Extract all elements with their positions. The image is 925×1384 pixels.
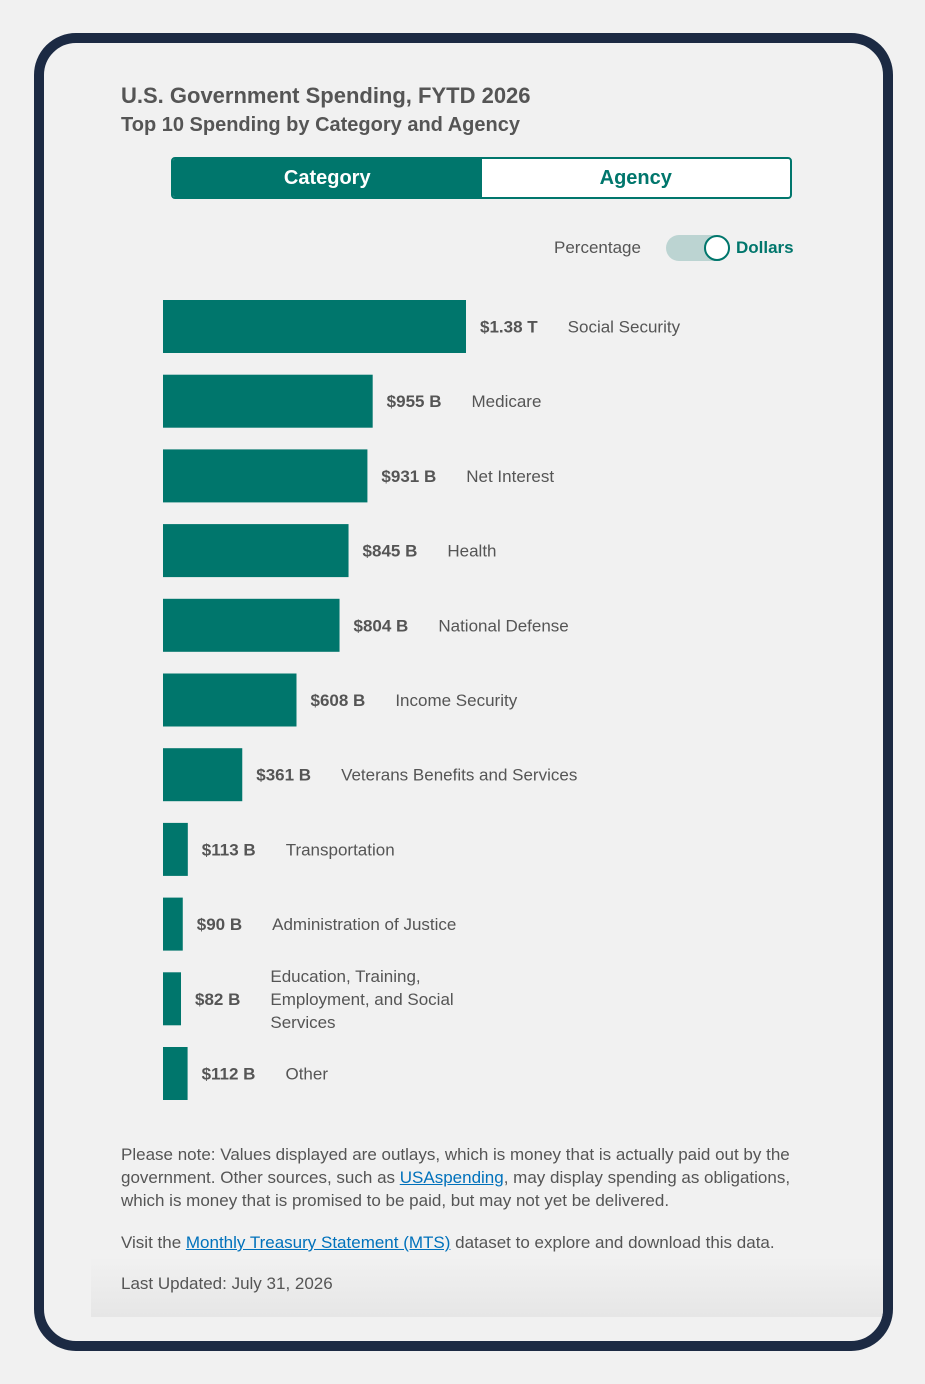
value-label-6: $361 B xyxy=(256,766,311,785)
value-label-4: $804 B xyxy=(354,616,409,635)
value-label-10: $112 B xyxy=(202,1065,256,1084)
category-label-1: Medicare xyxy=(472,392,542,411)
category-label-8: Administration of Justice xyxy=(272,915,456,934)
mts-note: Visit the Monthly Treasury Statement (MT… xyxy=(121,1231,821,1254)
value-label-9: $82 B xyxy=(195,990,240,1009)
value-label-5: $608 B xyxy=(310,691,365,710)
note1-text-end: , may display spending as obligations, w… xyxy=(121,1168,791,1210)
bar-5[interactable] xyxy=(163,673,297,727)
category-label-6: Veterans Benefits and Services xyxy=(341,766,577,785)
outlays-note: Please note: Values displayed are outlay… xyxy=(121,1143,821,1212)
toggle-label-dollars[interactable]: Dollars xyxy=(736,238,794,257)
category-label-2: Net Interest xyxy=(466,467,554,486)
category-label-4: National Defense xyxy=(438,616,568,635)
chart-subtitle: Top 10 Spending by Category and Agency xyxy=(121,114,520,136)
value-label-8: $90 B xyxy=(197,915,242,934)
chart-title: U.S. Government Spending, FYTD 2026 xyxy=(121,83,531,108)
bar-2[interactable] xyxy=(163,449,368,503)
value-label-2: $931 B xyxy=(381,467,436,486)
bar-0[interactable] xyxy=(163,300,466,353)
category-label-9: Education, Training, Employment, and Soci… xyxy=(270,967,453,1032)
bar-1[interactable] xyxy=(163,374,373,428)
unit-toggle-row: Percentage Dollars xyxy=(504,233,794,265)
value-label-7: $113 B xyxy=(202,840,256,859)
view-tabs: Category Agency xyxy=(171,157,792,199)
bar-9[interactable] xyxy=(163,972,182,1026)
usaspending-link[interactable]: USAspending xyxy=(399,1168,504,1187)
toggle-label-percentage[interactable]: Percentage xyxy=(554,238,641,257)
chart-card: U.S. Government Spending, FYTD 2026 Top … xyxy=(34,33,893,1351)
toggle-knob xyxy=(704,235,730,261)
tab-agency[interactable]: Agency xyxy=(599,166,672,189)
value-label-0: $1.38 T xyxy=(480,318,538,337)
value-label-1: $955 B xyxy=(387,392,442,411)
category-label-3: Health xyxy=(447,542,496,561)
last-updated: Last Updated: July 31, 2026 xyxy=(121,1274,333,1293)
category-label-10: Other xyxy=(285,1065,328,1084)
spending-bar-chart: $1.38 T Social Security $955 B Medicare $931… xyxy=(163,300,681,1100)
note1-text-start: Please note: Values displayed are outlay… xyxy=(121,1145,790,1187)
category-label-5: Income Security xyxy=(395,691,517,710)
bar-3[interactable] xyxy=(163,524,349,578)
bar-10[interactable] xyxy=(163,1047,188,1100)
bar-8[interactable] xyxy=(163,897,183,951)
bar-7[interactable] xyxy=(163,822,188,876)
bar-4[interactable] xyxy=(163,598,340,652)
value-label-3: $845 B xyxy=(363,542,418,561)
note2-text-end: dataset to explore and download this dat… xyxy=(450,1233,775,1252)
mts-dataset-link[interactable]: Monthly Treasury Statement (MTS) xyxy=(185,1233,451,1252)
footer-background xyxy=(91,1257,883,1317)
bar-6[interactable] xyxy=(163,748,243,802)
category-label-0: Social Security xyxy=(568,318,681,337)
unit-toggle-switch[interactable] xyxy=(666,235,730,261)
tab-category[interactable]: Category xyxy=(173,159,482,197)
note2-text-start: Visit the xyxy=(121,1233,186,1252)
category-label-7: Transportation xyxy=(286,840,395,859)
